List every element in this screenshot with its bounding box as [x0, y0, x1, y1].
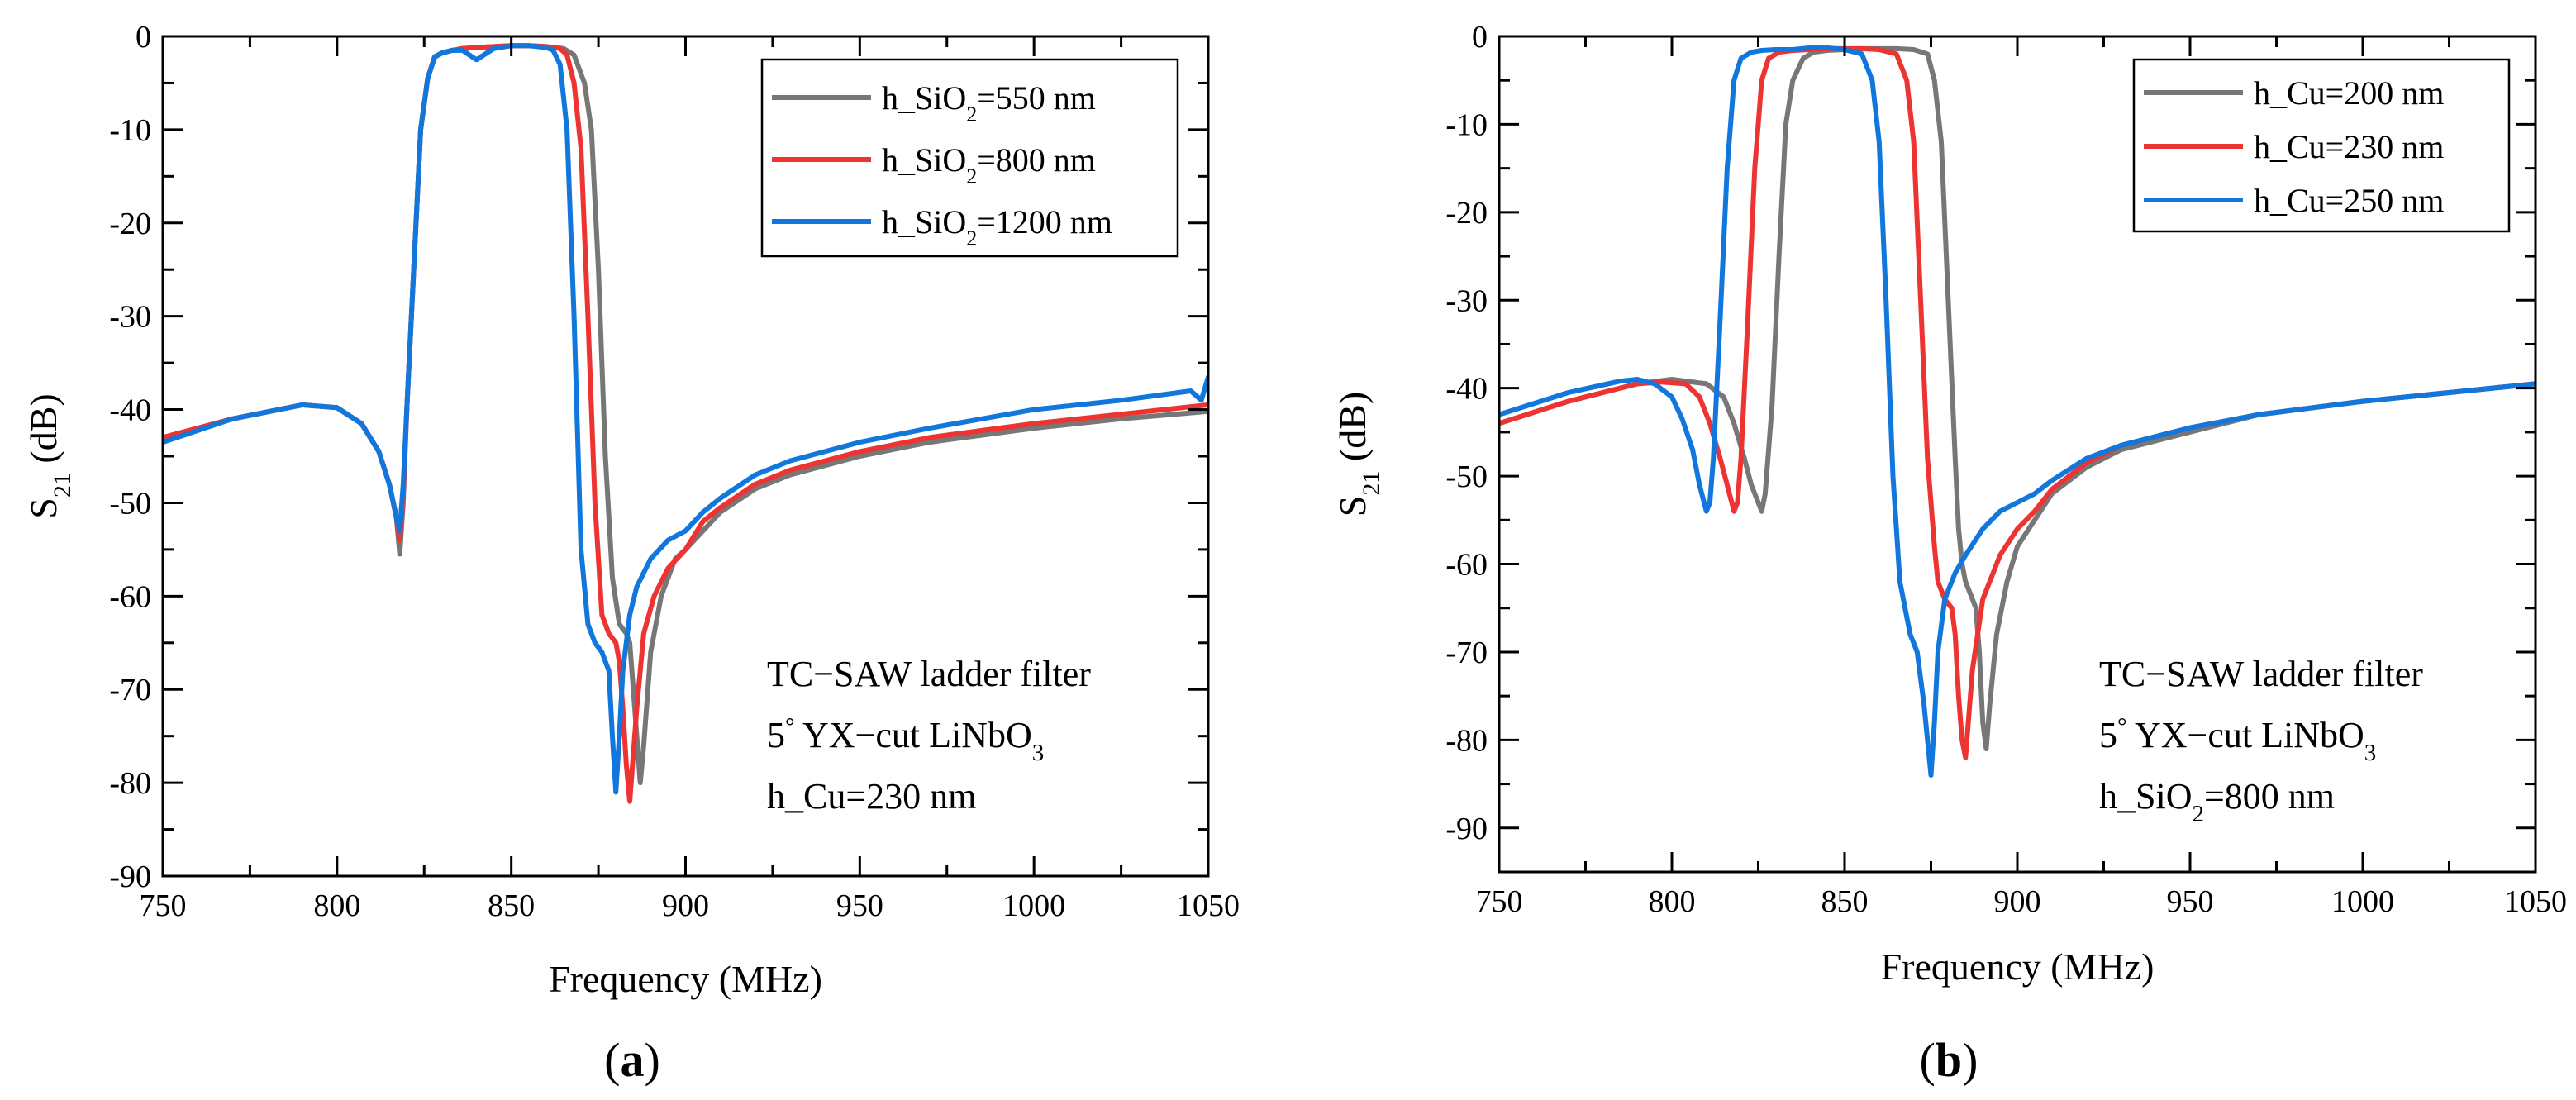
legend: h_Cu=200 nm h_Cu=230 nm h_Cu=250 nm	[2132, 58, 2511, 233]
y-tick-label: -30	[109, 300, 151, 335]
y-tick-label: 0	[1472, 20, 1488, 55]
x-tick-label: 950	[836, 888, 883, 923]
y-tick-label: -90	[109, 860, 151, 894]
panel-label: (a)	[604, 1033, 660, 1087]
series-line-3	[163, 43, 1208, 795]
y-tick-label: -20	[1445, 196, 1488, 231]
annotation-line-1: TC−SAW ladder filter	[2099, 654, 2423, 694]
y-tick-label: -90	[1445, 812, 1488, 846]
series-group	[163, 43, 1208, 804]
y-tick-label: -20	[109, 207, 151, 241]
x-tick-label: 850	[488, 888, 535, 923]
y-tick-label: -60	[1445, 548, 1488, 583]
y-tick-label: -40	[1445, 372, 1488, 407]
legend-entry-2: h_Cu=230 nm	[2254, 128, 2444, 165]
annotation-line-1: TC−SAW ladder filter	[767, 654, 1091, 694]
y-axis-label: S21 (dB)	[1331, 392, 1385, 517]
y-axis-label: S21 (dB)	[22, 393, 76, 518]
y-tick-label: -70	[1445, 636, 1488, 670]
y-tick-label: -10	[109, 113, 151, 148]
y-tick-label: -80	[109, 766, 151, 801]
series-group	[1499, 45, 2536, 778]
x-tick-label: 800	[313, 888, 360, 923]
annotation-line-2: 5° YX−cut LiNbO3	[767, 713, 1044, 766]
y-tick-label: -30	[1445, 283, 1488, 318]
x-tick-label: 750	[1476, 884, 1523, 919]
x-tick-label: 1000	[2331, 884, 2394, 919]
chart-panel-b: 750 800 850 900 950 1000 1050 0 -10 -20 -30 -40 -50 -…	[1331, 20, 2567, 1087]
x-axis-label: Frequency (MHz)	[549, 958, 822, 1000]
x-tick-label: 850	[1821, 884, 1869, 919]
y-tick-label: -40	[109, 393, 151, 428]
x-tick-label: 950	[2167, 884, 2214, 919]
y-tick-label: -70	[109, 673, 151, 707]
x-axis-label: Frequency (MHz)	[1881, 945, 2155, 988]
legend-entry-2: h_SiO2=800 nm	[882, 141, 1096, 188]
legend-entry-1: h_SiO2=550 nm	[882, 79, 1096, 126]
x-tick-label: 750	[140, 888, 187, 923]
legend: h_SiO2=550 nm h_SiO2=800 nm h_SiO2=1200 nm	[760, 58, 1179, 258]
series-line-1	[1499, 45, 2536, 751]
y-tick-label: 0	[136, 20, 151, 55]
y-tick-label: -10	[1445, 107, 1488, 142]
x-tick-label: 900	[662, 888, 709, 923]
y-tick-label: -80	[1445, 723, 1488, 758]
x-tick-label: 1050	[2504, 884, 2567, 919]
x-tick-label: 800	[1649, 884, 1696, 919]
panel-label: (b)	[1920, 1033, 1978, 1087]
x-tick-label: 1000	[1002, 888, 1065, 923]
x-tick-label: 1050	[1177, 888, 1240, 923]
y-tick-label: -50	[1445, 460, 1488, 494]
y-tick-label: -60	[109, 579, 151, 614]
x-tick-label: 900	[1994, 884, 2041, 919]
legend-entry-1: h_Cu=200 nm	[2254, 74, 2444, 112]
series-line-1	[163, 43, 1208, 786]
y-tick-label: -50	[109, 486, 151, 521]
series-line-3	[1499, 45, 2536, 778]
annotation-line-3: h_SiO2=800 nm	[2099, 776, 2335, 827]
annotation-line-3: h_Cu=230 nm	[767, 776, 976, 817]
annotation-line-2: 5° YX−cut LiNbO3	[2099, 713, 2376, 766]
chart-panel-a: 750 800 850 900 950 1000 1050 0 -10 -20 -30 -40 -50 -…	[22, 20, 1240, 1087]
legend-entry-3: h_SiO2=1200 nm	[882, 203, 1112, 250]
series-line-2	[1499, 45, 2536, 760]
legend-entry-3: h_Cu=250 nm	[2254, 182, 2444, 219]
